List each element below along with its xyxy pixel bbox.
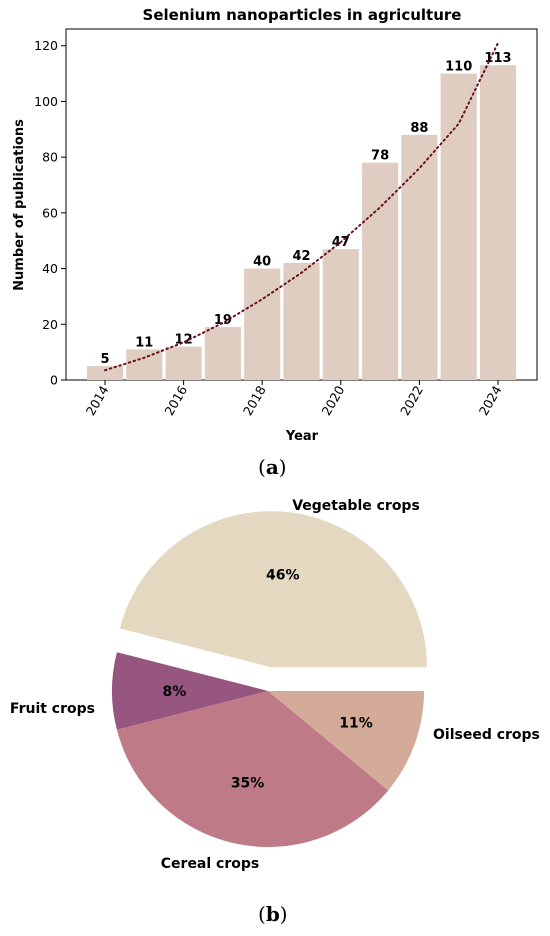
bar-value-label: 78 — [371, 149, 389, 164]
y-tick-label: 120 — [34, 38, 58, 53]
trend-line — [104, 41, 499, 372]
x-tick-label: 2016 — [161, 383, 190, 418]
x-tick-label: 2020 — [319, 383, 348, 418]
x-tick-label: 2022 — [397, 383, 426, 418]
bar-value-label: 19 — [214, 313, 232, 328]
panel-a-label: (a) — [258, 455, 287, 479]
bar-value-label: 40 — [253, 255, 271, 270]
bar — [401, 134, 438, 380]
slice-percent-label: 8% — [163, 684, 187, 700]
bar — [165, 346, 202, 380]
bar — [362, 162, 399, 380]
slice-category-label: Vegetable crops — [292, 498, 420, 514]
y-tick-label: 100 — [34, 94, 58, 109]
panel-b-label: (b) — [258, 902, 288, 926]
x-tick-label: 2014 — [83, 383, 112, 418]
bar — [86, 366, 124, 380]
slice-percent-label: 35% — [231, 775, 265, 791]
slice-category-label: Oilseed crops — [433, 727, 540, 743]
pie-slice — [111, 652, 268, 730]
pie-slice — [119, 511, 428, 668]
bar-value-label: 11 — [135, 335, 153, 350]
x-tick-label: 2018 — [240, 383, 269, 418]
slice-percent-label: 11% — [339, 716, 373, 732]
pie-slice — [268, 691, 424, 791]
pie-chart: 46% Vegetable crops 8% Oilseed crops 35% Cere… — [10, 498, 540, 872]
bar — [244, 268, 281, 380]
y-axis-label: Number of publications — [12, 119, 27, 291]
pie-slice — [116, 691, 389, 847]
bar — [440, 73, 477, 381]
y-tick-label: 20 — [42, 317, 58, 332]
bar — [204, 327, 241, 380]
y-tick-label: 40 — [42, 261, 58, 276]
x-axis-label: Year — [285, 429, 319, 444]
bar-chart: Selenium nanoparticles in agriculture 5 1… — [12, 6, 538, 444]
bar — [283, 263, 320, 380]
x-tick-label: 2024 — [476, 383, 505, 418]
bar-value-label: 12 — [175, 333, 193, 348]
bar — [126, 349, 163, 380]
bar-value-label: 113 — [484, 51, 511, 66]
slice-category-label: Fruit crops — [10, 701, 95, 717]
bar — [479, 65, 517, 380]
y-tick-label: 80 — [42, 150, 58, 165]
bar-value-label: 42 — [292, 249, 310, 264]
bar-value-label: 88 — [410, 121, 428, 136]
chart-title: Selenium nanoparticles in agriculture — [143, 6, 462, 24]
y-tick-label: 60 — [42, 205, 58, 220]
y-tick-label: 0 — [50, 373, 58, 388]
slice-percent-label: 46% — [266, 567, 300, 583]
bar-value-label: 110 — [445, 60, 472, 75]
bar-value-label: 5 — [100, 352, 109, 367]
slice-category-label: Cereal crops — [161, 856, 259, 872]
bar — [322, 249, 359, 380]
